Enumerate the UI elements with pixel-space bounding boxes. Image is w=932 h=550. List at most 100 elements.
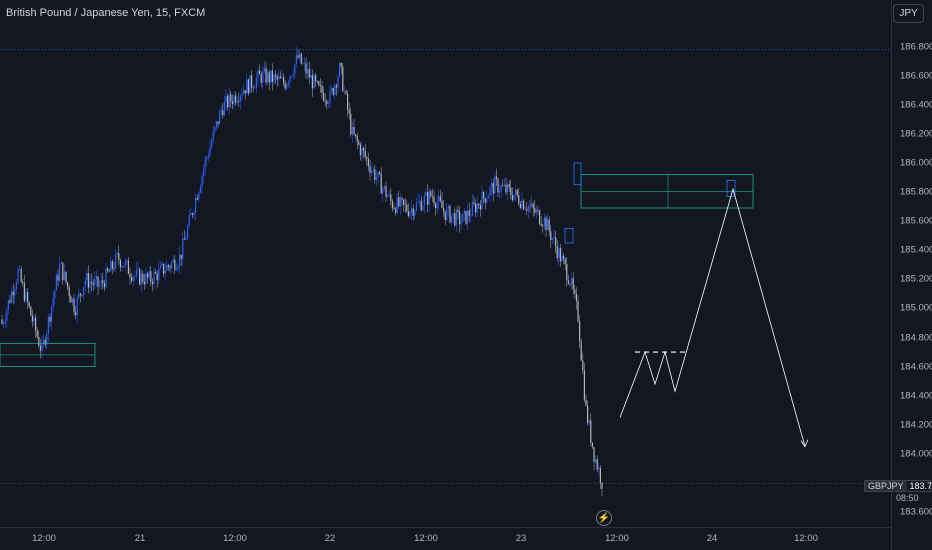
candle-body xyxy=(511,195,513,200)
candle-body xyxy=(303,63,305,64)
time-tick-label: 21 xyxy=(134,533,146,544)
candle-body xyxy=(87,273,89,288)
candle-body xyxy=(572,278,574,290)
candle-body xyxy=(7,300,9,310)
candle-body xyxy=(289,76,291,83)
flash-icon[interactable]: ⚡ xyxy=(596,510,612,526)
candle-body xyxy=(297,55,299,59)
candle-body xyxy=(22,281,24,284)
candle-body xyxy=(193,212,195,216)
candle-body xyxy=(590,420,592,443)
candle-body xyxy=(300,53,302,64)
candle-body xyxy=(502,185,504,187)
candle-body xyxy=(427,192,429,205)
time-tick-label: 22 xyxy=(324,533,336,544)
candle-body xyxy=(446,208,448,220)
candle-body xyxy=(558,247,560,258)
candle-body xyxy=(105,268,107,288)
candle-body xyxy=(132,277,134,281)
candle-body xyxy=(249,75,251,94)
candle-body xyxy=(489,187,491,196)
time-tick-label: 12:00 xyxy=(32,533,56,544)
candle-body xyxy=(398,197,400,207)
candle-body xyxy=(471,202,473,216)
candle-body xyxy=(140,273,142,285)
candle-body xyxy=(503,184,505,186)
candle-body xyxy=(123,266,125,267)
candle-body xyxy=(212,131,214,142)
last-price-value: 183.798 xyxy=(909,481,932,491)
candle-body xyxy=(299,53,301,59)
last-price-label: GBPJPY 183.798 xyxy=(864,480,932,492)
candle-body xyxy=(543,217,545,227)
candle-body xyxy=(396,197,398,214)
candle-body xyxy=(420,200,422,211)
candle-body xyxy=(449,206,451,223)
candle-body xyxy=(476,203,478,213)
candle-body xyxy=(14,288,16,296)
candle-body xyxy=(307,69,309,74)
candle-body xyxy=(345,90,347,94)
candle-body xyxy=(460,221,462,225)
candle-body xyxy=(377,172,379,178)
candle-body xyxy=(220,110,222,112)
candle-body xyxy=(283,76,285,83)
candle-body xyxy=(135,269,137,277)
candle-body xyxy=(196,197,198,200)
candle-body xyxy=(599,468,601,483)
candle-body xyxy=(499,191,501,193)
candle-body xyxy=(81,295,83,296)
candle-body xyxy=(382,188,384,194)
candle-body xyxy=(588,420,590,424)
candle-body xyxy=(340,62,342,67)
candle-body xyxy=(275,74,277,77)
candle-body xyxy=(142,273,144,282)
candle-body xyxy=(367,158,369,167)
candle-body xyxy=(492,183,494,194)
candle-body xyxy=(148,271,150,278)
candle-body xyxy=(259,70,261,75)
candle-body xyxy=(532,203,534,209)
candle-body xyxy=(63,271,65,281)
candle-body xyxy=(23,283,25,301)
candle-body xyxy=(334,85,336,95)
candle-body xyxy=(73,298,75,313)
candle-body xyxy=(313,75,315,89)
candle-body xyxy=(25,291,27,301)
candle-body xyxy=(335,85,337,88)
candle-body xyxy=(508,184,510,188)
candle-body xyxy=(183,238,185,240)
candle-body xyxy=(207,156,209,158)
candle-body xyxy=(151,281,153,285)
candle-body xyxy=(52,298,54,307)
candle-body xyxy=(369,166,371,173)
candle-body xyxy=(175,268,177,270)
candle-body xyxy=(199,187,201,193)
candle-body xyxy=(46,333,48,345)
candle-body xyxy=(419,200,421,202)
candle-body xyxy=(97,276,99,287)
time-tick-label: 23 xyxy=(515,533,527,544)
candle-body xyxy=(31,315,33,322)
price-tick-label: 186.800 xyxy=(900,41,932,52)
candle-body xyxy=(41,343,43,351)
candle-body xyxy=(505,184,507,193)
currency-button[interactable]: JPY xyxy=(893,4,924,23)
price-tick-label: 185.000 xyxy=(900,302,932,314)
candle-body xyxy=(292,74,294,76)
candle-body xyxy=(395,208,397,214)
candle-body xyxy=(91,281,93,284)
candle-body xyxy=(371,170,373,173)
candle-body xyxy=(550,231,552,240)
candle-body xyxy=(540,223,542,226)
candle-body xyxy=(470,215,472,217)
candle-body xyxy=(374,169,376,180)
candle-body xyxy=(65,271,67,283)
candle-body xyxy=(43,339,45,344)
candle-body xyxy=(78,293,80,298)
candle-body xyxy=(555,237,557,247)
candle-body xyxy=(444,211,446,220)
candle-body xyxy=(326,100,328,105)
candle-body xyxy=(12,291,14,296)
